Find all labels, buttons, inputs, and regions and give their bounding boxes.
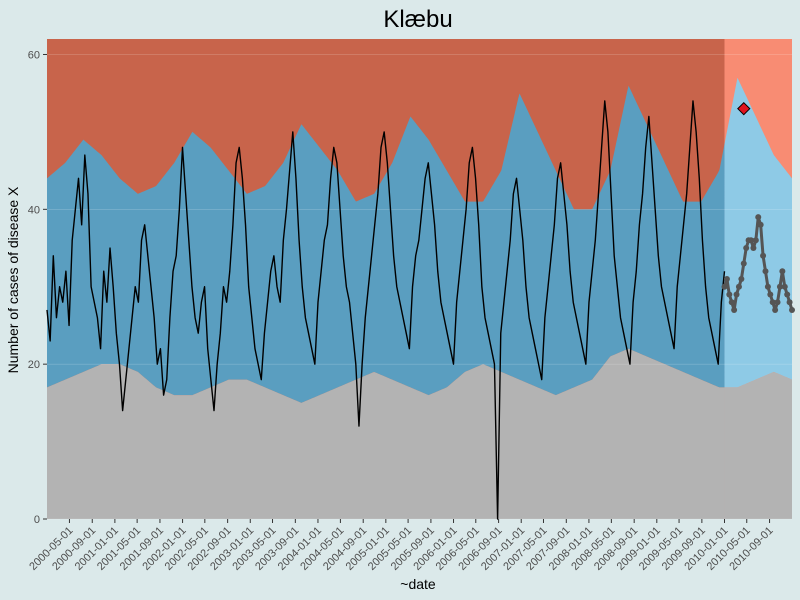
lower-band-prediction [724,371,792,519]
prediction-point [728,299,735,306]
normal-band-historical [47,85,725,403]
chart-title: Klæbu [383,6,452,33]
prediction-point [757,221,764,228]
outbreak-marker [737,101,751,116]
prediction-point [760,252,767,259]
prediction-point [786,299,793,306]
prediction-point [781,283,788,290]
y-tick-label: 20 [28,359,40,371]
y-tick-label: 40 [28,204,40,216]
prediction-point [755,214,762,221]
y-axis-title: Number of cases of disease X [5,186,21,373]
prediction-point [769,299,776,306]
y-tick-label: 60 [28,49,40,61]
prediction-point [752,237,759,244]
lower-band-historical [47,348,725,519]
x-axis-title: ~date [400,576,436,592]
y-tick-label: 0 [34,514,40,526]
prediction-point [723,276,730,282]
prediction-point [762,268,769,275]
prediction-point [743,245,750,252]
prediction-point [726,291,733,298]
prediction-point [789,306,795,313]
prediction-point [750,245,757,252]
prediction-point [774,299,781,306]
prediction-point [738,276,745,282]
prediction-point [740,260,747,267]
prediction-point [731,306,738,313]
prediction-point [764,283,771,290]
prediction-point [721,283,728,290]
prediction-point [748,237,755,244]
plot-area [46,39,795,520]
prediction-point [779,268,786,275]
prediction-point [772,306,779,313]
prediction-point [784,291,791,298]
prediction-point [776,283,783,290]
prediction-point [735,283,742,290]
prediction-point [733,291,740,298]
observed-series-line [46,100,726,520]
prediction-point [767,291,774,298]
